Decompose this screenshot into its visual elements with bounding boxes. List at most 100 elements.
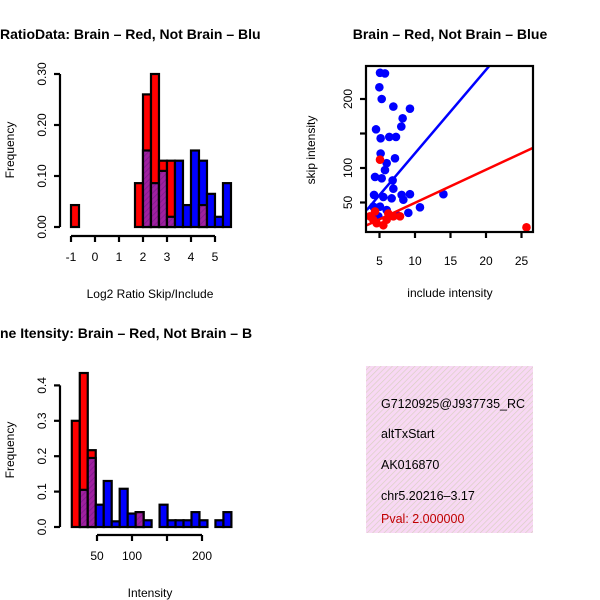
bar-not-brain bbox=[190, 511, 201, 529]
point-not-brain bbox=[391, 132, 401, 142]
y-tick-label: 0.1 bbox=[35, 483, 49, 500]
bar-overlap bbox=[78, 488, 89, 529]
y-tick-label: 0.30 bbox=[35, 62, 49, 86]
y-tick-label: 0.3 bbox=[35, 412, 49, 429]
bar-brain bbox=[133, 182, 145, 229]
x-axis-label: Log2 Ratio Skip/Include bbox=[87, 287, 214, 301]
point-not-brain bbox=[404, 208, 413, 218]
bar-not-brain bbox=[173, 159, 185, 229]
plot-frame bbox=[364, 64, 535, 234]
x-tick-label: 2 bbox=[140, 250, 147, 264]
info-panel: G7120925@J937735_RC altTxStart AK016870 … bbox=[366, 366, 533, 533]
point-not-brain bbox=[405, 104, 415, 113]
chart-title: RatioData: Brain – Red, Not Brain – Blu bbox=[0, 26, 261, 42]
point-not-brain bbox=[380, 165, 390, 175]
info-panel-background bbox=[366, 366, 533, 533]
bar-overlap bbox=[134, 511, 145, 529]
bar-overlap bbox=[141, 149, 153, 229]
x-tick-label: 5 bbox=[212, 250, 219, 264]
info-pval: Pval: 2.000000 bbox=[381, 512, 464, 526]
point-brain bbox=[375, 155, 385, 165]
info-event: altTxStart bbox=[381, 427, 435, 441]
point-not-brain bbox=[384, 132, 394, 142]
bar-overlap bbox=[197, 203, 209, 229]
point-not-brain bbox=[389, 102, 398, 111]
y-tick-label: 100 bbox=[341, 158, 355, 178]
point-brain bbox=[370, 207, 380, 216]
point-not-brain bbox=[390, 154, 400, 163]
x-tick-label: 200 bbox=[192, 549, 212, 563]
bar-not-brain bbox=[110, 520, 121, 529]
bar-not-brain bbox=[142, 519, 153, 529]
x-tick-label: -1 bbox=[66, 250, 77, 264]
point-not-brain bbox=[399, 195, 408, 205]
bar-not-brain bbox=[102, 479, 113, 529]
bar-overlap bbox=[149, 182, 161, 229]
bar-not-brain bbox=[214, 519, 225, 529]
point-not-brain bbox=[389, 184, 398, 193]
y-tick-label: 0.0 bbox=[35, 518, 49, 535]
point-not-brain bbox=[380, 69, 390, 78]
point-not-brain bbox=[375, 82, 384, 92]
point-not-brain bbox=[377, 174, 387, 183]
x-axis-label: include intensity bbox=[407, 286, 492, 300]
y-tick-label: 50 bbox=[341, 196, 355, 210]
x-tick-label: 100 bbox=[122, 549, 142, 563]
bar-not-brain bbox=[182, 519, 193, 529]
y-tick-label: 0.20 bbox=[35, 113, 49, 137]
bar-not-brain bbox=[222, 511, 233, 529]
y-axis-label: skip intensity bbox=[304, 116, 318, 185]
y-axis-label: Frequency bbox=[3, 422, 17, 479]
x-tick-label: 4 bbox=[188, 250, 195, 264]
bar-not-brain bbox=[198, 519, 209, 529]
point-brain bbox=[522, 223, 531, 232]
point-not-brain bbox=[415, 203, 425, 212]
bar-not-brain bbox=[94, 503, 105, 529]
bar-not-brain bbox=[205, 192, 217, 229]
fit-line-not-brain bbox=[366, 66, 491, 211]
x-tick-label: 25 bbox=[515, 254, 529, 268]
bar-not-brain bbox=[213, 215, 225, 229]
x-axis-label: Intensity bbox=[128, 586, 173, 600]
y-tick-label: 200 bbox=[341, 89, 355, 109]
bar-not-brain bbox=[221, 182, 233, 229]
bar-not-brain bbox=[174, 519, 185, 529]
bar-not-brain bbox=[118, 487, 129, 529]
histogram-log-ratio: RatioData: Brain – Red, Not Brain – Blu 0… bbox=[0, 26, 261, 301]
x-tick-label: 50 bbox=[90, 549, 104, 563]
x-tick-label: 20 bbox=[479, 254, 493, 268]
bar-not-brain bbox=[181, 203, 193, 229]
point-brain bbox=[395, 212, 405, 221]
info-accession: AK016870 bbox=[381, 458, 439, 472]
x-tick-label: 0 bbox=[92, 250, 99, 264]
bar-not-brain bbox=[189, 149, 201, 229]
point-brain bbox=[379, 220, 388, 230]
info-id: G7120925@J937735_RC bbox=[381, 397, 525, 411]
y-tick-label: 0.10 bbox=[35, 164, 49, 188]
point-not-brain bbox=[398, 114, 407, 123]
bar-brain bbox=[70, 419, 81, 529]
y-axis-label: Frequency bbox=[3, 122, 17, 179]
bar-overlap bbox=[165, 215, 177, 229]
scatter-plot: Brain – Red, Not Brain – Blue 5 10 15 20 25 50… bbox=[304, 26, 548, 300]
y-tick-label: 0.00 bbox=[35, 215, 49, 239]
point-not-brain bbox=[382, 158, 391, 168]
point-not-brain bbox=[439, 189, 448, 199]
point-not-brain bbox=[376, 134, 385, 143]
chart-title: Brain – Red, Not Brain – Blue bbox=[353, 26, 548, 42]
bar-not-brain bbox=[158, 503, 169, 529]
point-not-brain bbox=[405, 189, 415, 199]
point-not-brain bbox=[376, 149, 385, 158]
x-tick-label: 1 bbox=[116, 250, 123, 264]
y-tick-label: 0.4 bbox=[35, 377, 49, 394]
x-tick-label: 15 bbox=[444, 254, 458, 268]
x-tick-label: 3 bbox=[164, 250, 171, 264]
chart-title: ne Itensity: Brain – Red, Not Brain – B bbox=[0, 325, 252, 341]
point-not-brain bbox=[371, 125, 381, 134]
info-location: chr5.20216–3.17 bbox=[381, 489, 475, 503]
fit-line-brain bbox=[366, 146, 533, 227]
scatter-points bbox=[366, 66, 533, 232]
histogram-intensity: ne Itensity: Brain – Red, Not Brain – B 0… bbox=[0, 325, 252, 600]
